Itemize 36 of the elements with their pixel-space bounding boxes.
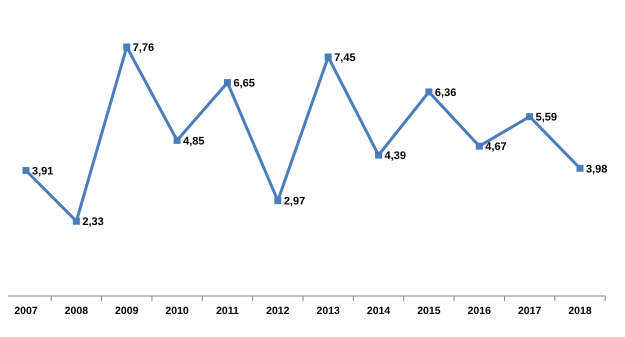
point: [224, 79, 231, 86]
point: [274, 197, 282, 204]
data-label: 6,65: [233, 78, 255, 90]
point: [72, 218, 80, 225]
data-label: 4,67: [485, 141, 507, 154]
point: [174, 136, 181, 144]
x-tick-label: 2009: [115, 305, 139, 317]
data-label: 7,45: [334, 52, 356, 64]
data-label: 5,59: [536, 112, 558, 124]
x-tick-label: 2007: [14, 305, 38, 317]
x-tick-label: 2008: [64, 305, 88, 317]
data-label: 2,97: [284, 196, 306, 208]
data-label: 7,76: [132, 42, 154, 54]
data-label: 4,39: [384, 150, 406, 162]
data-label: 4,85: [183, 135, 205, 148]
x-tick-label: 2015: [417, 305, 441, 317]
x-tick-label: 2014: [366, 305, 390, 317]
point: [425, 88, 432, 96]
data-label: 3,98: [586, 163, 608, 176]
x-tick-label: 2012: [266, 305, 290, 317]
point: [22, 167, 30, 174]
x-tick-label: 2016: [468, 305, 492, 317]
point: [123, 44, 130, 50]
point: [576, 164, 584, 172]
point: [324, 53, 332, 60]
x-tick-label: 2017: [518, 305, 542, 317]
point: [375, 152, 382, 159]
x-tick-label: 2018: [568, 305, 592, 317]
x-tick-label: 2011: [216, 305, 240, 317]
data-label: 2,33: [82, 216, 104, 228]
point: [526, 113, 534, 120]
x-tick-label: 2013: [316, 305, 340, 317]
x-tick-label: 2010: [165, 305, 189, 317]
point: [476, 142, 483, 150]
data-label: 6,36: [434, 86, 456, 99]
data-label: 3,91: [32, 166, 54, 178]
